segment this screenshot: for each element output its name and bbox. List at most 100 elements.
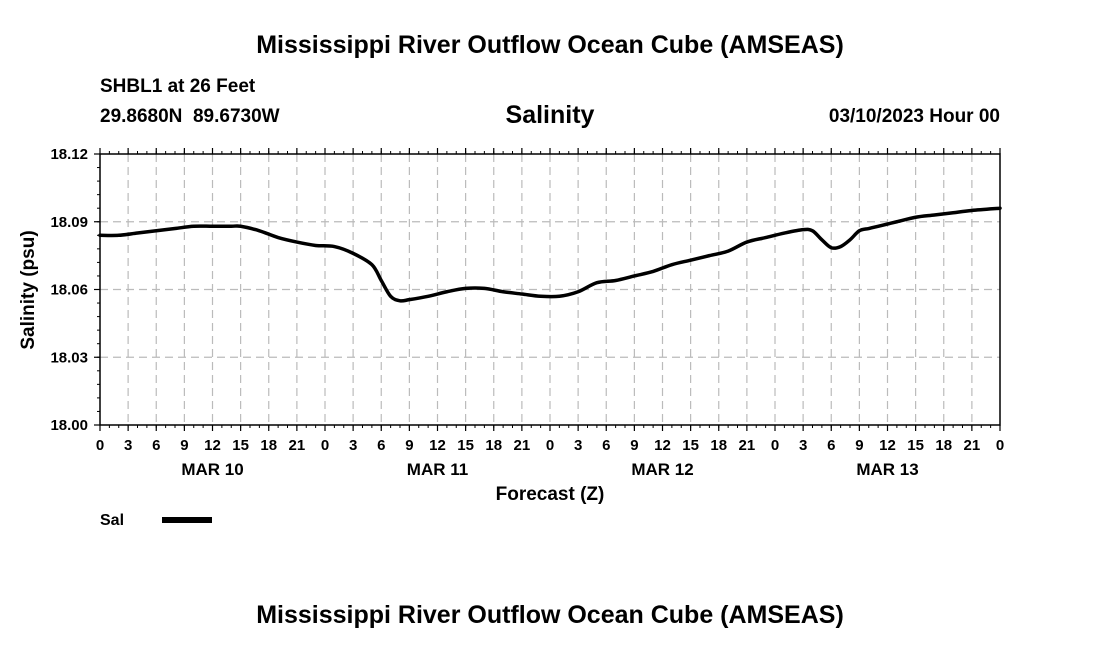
data-point (465, 288, 466, 289)
x-tick-label: 15 (457, 437, 474, 454)
data-point (231, 226, 232, 227)
data-point (878, 226, 879, 227)
x-tick-label: 21 (964, 437, 981, 454)
x-tick-label: 18 (710, 437, 727, 454)
data-point (296, 242, 297, 243)
data-point (971, 210, 972, 211)
x-tick-label: 6 (152, 437, 160, 454)
x-tick-label: 18 (935, 437, 952, 454)
x-tick-label: 18 (260, 437, 277, 454)
chart-subtitle: Salinity (505, 101, 595, 129)
data-point (859, 230, 860, 231)
x-tick-label: 9 (855, 437, 863, 454)
data-point (850, 239, 851, 240)
data-point (559, 296, 560, 297)
data-point (212, 226, 213, 227)
x-axis-label: Forecast (Z) (496, 484, 605, 505)
data-point (812, 230, 813, 231)
station-label: SHBL1 at 26 Feet (100, 76, 256, 97)
y-tick-label: 18.12 (50, 146, 88, 163)
x-tick-label: 3 (799, 437, 807, 454)
data-point (596, 282, 597, 283)
x-tick-label: 18 (485, 437, 502, 454)
data-point (728, 251, 729, 252)
data-point (915, 217, 916, 218)
y-tick-labels: 18.00 18.03 18.06 18.09 18.12 (50, 146, 88, 434)
footer-title: Mississippi River Outflow Ocean Cube (AM… (256, 601, 844, 629)
data-point (193, 226, 194, 227)
data-point (803, 229, 804, 230)
data-point (831, 247, 832, 248)
x-tick-label: 12 (204, 437, 221, 454)
data-point (259, 230, 260, 231)
data-point (653, 271, 654, 272)
x-tick-label: 6 (827, 437, 835, 454)
x-tick-label: 21 (514, 437, 531, 454)
x-tick-labels: 0 3 6 9 12 15 18 21 0 3 6 9 12 15 18 21 0 3 6 9 12 15 18 21 0 3 6 9… (96, 437, 1004, 454)
data-point (446, 291, 447, 292)
y-tick-label: 18.03 (50, 349, 88, 366)
data-point (821, 239, 822, 240)
y-axis-label: Salinity (psu) (18, 230, 39, 349)
x-tick-label: 0 (546, 437, 554, 454)
data-point (278, 237, 279, 238)
series-line-sal (98, 206, 1002, 303)
data-point (634, 275, 635, 276)
data-point (765, 237, 766, 238)
data-point (100, 235, 101, 236)
data-point (840, 246, 841, 247)
data-point (118, 235, 119, 236)
forecast-date-label: 03/10/2023 Hour 00 (828, 106, 1000, 127)
day-label: MAR 10 (181, 460, 243, 479)
data-point (240, 226, 241, 227)
data-point (484, 288, 485, 289)
y-tick-label: 18.00 (50, 417, 88, 434)
data-point (578, 291, 579, 292)
data-point (381, 280, 382, 281)
series-group (98, 206, 1002, 303)
data-point (175, 228, 176, 229)
data-point (934, 214, 935, 215)
day-label: MAR 13 (856, 460, 918, 479)
legend-label: Sal (100, 512, 124, 529)
chart-grid (100, 154, 1000, 425)
y-tick-label: 18.06 (50, 282, 88, 299)
x-tick-label: 12 (654, 437, 671, 454)
data-point (953, 212, 954, 213)
x-tick-label: 0 (996, 437, 1004, 454)
x-tick-label: 15 (232, 437, 249, 454)
day-label: MAR 12 (631, 460, 693, 479)
y-tick-label: 18.09 (50, 214, 88, 231)
data-point (784, 233, 785, 234)
plot-frame (99, 153, 1001, 426)
x-tick-label: 15 (907, 437, 924, 454)
data-point (1000, 208, 1001, 209)
x-tick-label: 0 (96, 437, 104, 454)
data-point (709, 255, 710, 256)
x-tick-label: 6 (377, 437, 385, 454)
coordinates-label: 29.8680N 89.6730W (100, 106, 280, 127)
data-point (690, 260, 691, 261)
data-point (409, 299, 410, 300)
x-tick-label: 0 (771, 437, 779, 454)
data-point (400, 300, 401, 301)
data-point (315, 245, 316, 246)
x-tick-label: 21 (289, 437, 306, 454)
data-point (334, 246, 335, 247)
x-tick-label: 3 (574, 437, 582, 454)
data-point (615, 280, 616, 281)
x-tick-label: 12 (879, 437, 896, 454)
day-label: MAR 11 (407, 460, 468, 479)
data-point (896, 221, 897, 222)
data-point (671, 264, 672, 265)
x-tick-label: 3 (124, 437, 132, 454)
data-point (156, 230, 157, 231)
data-point (137, 233, 138, 234)
data-point (390, 296, 391, 297)
x-tick-label: 21 (739, 437, 756, 454)
data-point (540, 296, 541, 297)
day-labels: MAR 10 MAR 11 MAR 12 MAR 13 (181, 460, 918, 479)
x-tick-label: 9 (180, 437, 188, 454)
data-point (746, 242, 747, 243)
